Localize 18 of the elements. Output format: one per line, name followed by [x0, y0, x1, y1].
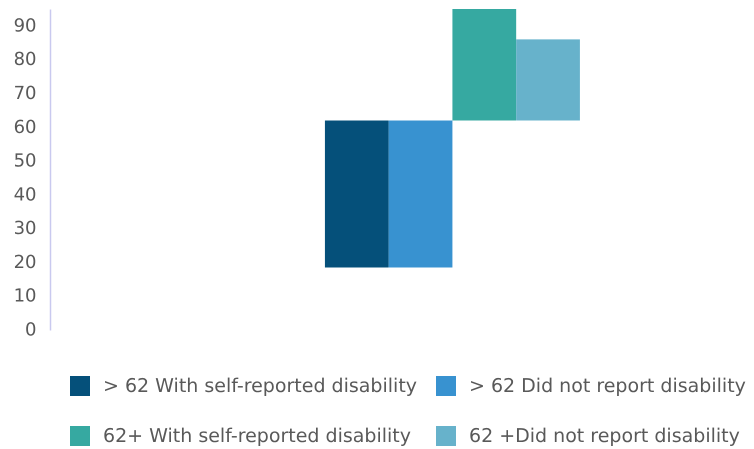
y-tick-label: 40	[14, 184, 36, 206]
y-tick-label: 20	[14, 252, 36, 273]
y-tick-label: 50	[14, 150, 36, 172]
y-tick-label: 80	[14, 49, 36, 70]
y-tick-label: 70	[14, 82, 36, 104]
y-tick-label: 10	[14, 286, 36, 307]
y-tick-label: 90	[14, 15, 36, 36]
bar	[324, 120, 389, 268]
legend-label: > 62 With self-reported disability	[103, 375, 418, 397]
bar	[452, 9, 516, 121]
bar	[388, 120, 452, 268]
bar	[516, 39, 580, 121]
legend-label: 62 +Did not report disability	[469, 425, 740, 447]
y-tick-label: 0	[25, 320, 36, 340]
legend-label: > 62 Did not report disability	[469, 375, 746, 397]
legend-label: 62+ With self-reported disability	[103, 425, 411, 447]
y-tick-label: 30	[14, 218, 36, 240]
y-tick-label: 60	[14, 116, 36, 138]
